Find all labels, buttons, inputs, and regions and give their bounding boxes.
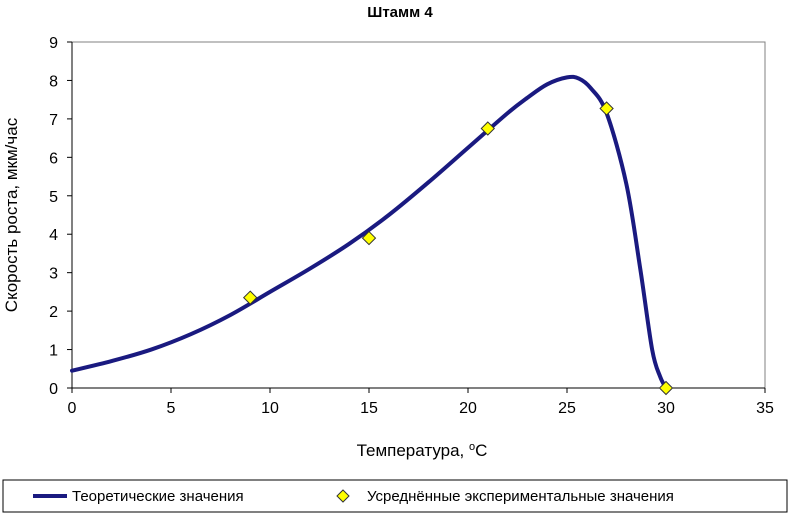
x-tick-label: 10 xyxy=(261,400,279,417)
experimental-point xyxy=(658,380,674,396)
x-axis-title-unit: С xyxy=(475,441,487,460)
y-tick-label: 5 xyxy=(49,189,58,206)
y-tick-label: 3 xyxy=(49,266,58,283)
x-axis-title-main: Температура, xyxy=(357,441,469,460)
y-tick-label: 8 xyxy=(49,73,58,90)
y-tick-label: 6 xyxy=(49,150,58,167)
experimental-point xyxy=(599,101,614,116)
legend-box xyxy=(2,479,788,513)
x-tick-label: 0 xyxy=(68,400,77,417)
theoretical-curve xyxy=(70,74,668,390)
experimental-point xyxy=(242,290,258,305)
legend: Теоретические значения Усреднённые экспе… xyxy=(2,479,788,513)
x-tick-label: 20 xyxy=(459,400,477,417)
axes: 0 5 10 15 20 25 30 35 0 1 2 3 4 5 6 7 8 9 xyxy=(49,35,774,417)
x-tick-label: 35 xyxy=(756,400,774,417)
legend-label-theoretical: Теоретические значения xyxy=(72,488,244,505)
chart-title: Штамм 4 xyxy=(367,4,433,21)
x-tick-label: 25 xyxy=(558,400,576,417)
legend-label-experimental: Усреднённые экспериментальные значения xyxy=(367,488,674,505)
y-tick-label: 2 xyxy=(49,304,58,321)
x-axis-title-sup: о xyxy=(469,441,475,453)
series-layer xyxy=(70,74,674,396)
y-tick-label: 7 xyxy=(49,112,58,129)
y-axis-title: Скорость роста, мкм/час xyxy=(2,117,21,312)
x-axis-title: Температура, оС xyxy=(357,441,488,460)
y-tick-label: 9 xyxy=(49,35,58,52)
x-tick-label: 30 xyxy=(657,400,675,417)
y-tick-label: 1 xyxy=(49,343,58,360)
experimental-point xyxy=(361,230,377,246)
legend-diamond-swatch xyxy=(336,489,350,503)
y-tick-label: 0 xyxy=(49,381,58,398)
x-tick-label: 15 xyxy=(360,400,378,417)
y-tick-label: 4 xyxy=(49,227,58,244)
x-tick-label: 5 xyxy=(167,400,176,417)
plot-area xyxy=(71,41,766,389)
experimental-point xyxy=(480,121,496,136)
